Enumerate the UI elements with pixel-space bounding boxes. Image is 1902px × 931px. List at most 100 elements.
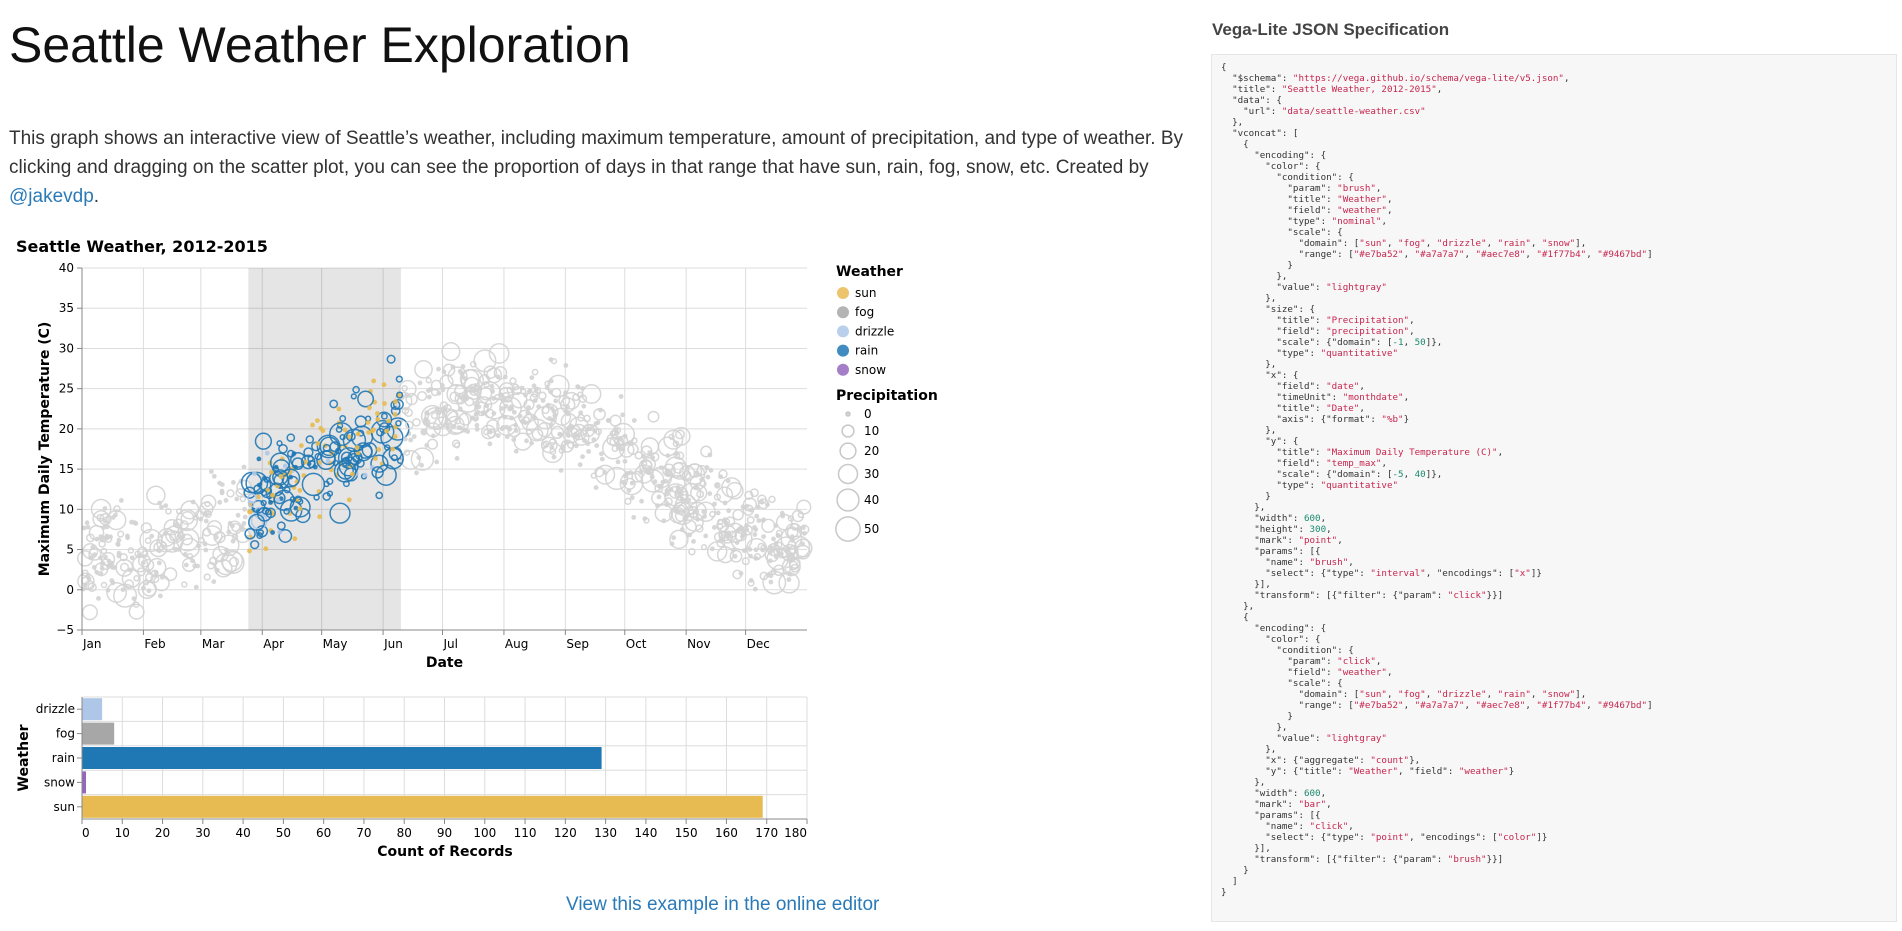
scatter-point bbox=[140, 550, 149, 558]
scatter-point bbox=[714, 482, 721, 489]
scatter-point bbox=[593, 485, 599, 490]
scatter-point bbox=[493, 365, 508, 380]
scatter-point bbox=[186, 553, 194, 560]
spec-code: { "$schema": "https://vega.github.io/sch… bbox=[1221, 62, 1653, 898]
scatter-point bbox=[775, 533, 781, 538]
scatter-point bbox=[674, 507, 679, 513]
scatter-point bbox=[463, 389, 469, 395]
scatter-point bbox=[756, 494, 767, 505]
scatter-point bbox=[137, 546, 148, 558]
scatter-point bbox=[708, 467, 714, 473]
scatter-point bbox=[245, 471, 269, 495]
scatter-point bbox=[342, 427, 348, 433]
scatter-point bbox=[115, 542, 121, 547]
scatter-point bbox=[631, 418, 637, 423]
scatter-point bbox=[163, 503, 169, 509]
bar-x-tick-label: 180 bbox=[784, 826, 807, 840]
bar-x-tick-label: 100 bbox=[473, 826, 496, 840]
scatter-point bbox=[159, 504, 164, 510]
scatter-point bbox=[715, 510, 721, 516]
bar-category-label: sun bbox=[54, 800, 75, 814]
spec-panel[interactable]: { "$schema": "https://vega.github.io/sch… bbox=[1211, 54, 1897, 922]
scatter-point bbox=[445, 415, 465, 436]
scatter-point bbox=[430, 411, 439, 420]
scatter-point bbox=[439, 401, 449, 410]
scatter-point bbox=[269, 469, 274, 475]
scatter-point bbox=[544, 385, 550, 391]
scatter-point bbox=[227, 520, 233, 526]
scatter-point bbox=[276, 521, 286, 531]
scatter-point bbox=[338, 456, 359, 477]
scatter-point bbox=[239, 495, 247, 503]
scatter-point bbox=[150, 574, 160, 584]
scatter-point bbox=[502, 374, 508, 380]
scatter-point bbox=[691, 539, 696, 544]
scatter-point bbox=[405, 420, 414, 430]
bar-rain bbox=[82, 747, 602, 769]
scatter-point bbox=[784, 566, 792, 573]
scatter-point bbox=[669, 529, 689, 550]
scatter-point bbox=[81, 525, 87, 531]
scatter-point bbox=[451, 423, 457, 429]
scatter-point bbox=[661, 518, 667, 524]
scatter-point bbox=[395, 375, 403, 383]
size-legend-label: 40 bbox=[864, 493, 879, 507]
scatter-point bbox=[687, 463, 703, 478]
bar-x-tick-label: 10 bbox=[115, 826, 130, 840]
scatter-point bbox=[602, 436, 625, 460]
scatter-point bbox=[746, 515, 755, 524]
scatter-point bbox=[240, 527, 246, 532]
scatter-point bbox=[787, 515, 795, 522]
scatter-point bbox=[165, 525, 184, 544]
bar-x-tick-label: 110 bbox=[514, 826, 537, 840]
scatter-point bbox=[742, 497, 758, 512]
scatter-point bbox=[436, 366, 441, 372]
scatter-point bbox=[776, 541, 783, 548]
scatter-point bbox=[718, 531, 727, 540]
bar-fog bbox=[82, 722, 115, 745]
scatter-point bbox=[752, 586, 758, 592]
scatter-point bbox=[499, 406, 505, 411]
scatter-point bbox=[299, 443, 304, 448]
scatter-point bbox=[232, 533, 239, 541]
scatter-point bbox=[700, 445, 713, 458]
bar-category-label: rain bbox=[52, 751, 75, 765]
scatter-point bbox=[702, 514, 707, 519]
scatter-point bbox=[357, 390, 375, 408]
scatter-point bbox=[520, 388, 527, 395]
author-link[interactable]: @jakevdp bbox=[9, 186, 94, 207]
scatter-point bbox=[663, 429, 684, 450]
online-editor-link[interactable]: View this example in the online editor bbox=[566, 894, 880, 915]
scatter-point bbox=[426, 394, 432, 400]
scatter-point bbox=[717, 522, 724, 530]
scatter-point bbox=[788, 560, 799, 571]
scatter-point bbox=[120, 587, 126, 592]
scatter-point bbox=[382, 401, 387, 406]
scatter-point bbox=[716, 546, 734, 564]
scatter-point bbox=[133, 575, 140, 582]
scatter-point bbox=[725, 481, 744, 500]
scatter-point bbox=[766, 572, 772, 578]
scatter-point bbox=[675, 451, 685, 460]
scatter-point bbox=[558, 468, 564, 473]
scatter-point bbox=[657, 436, 678, 457]
scatter-point bbox=[688, 547, 696, 556]
scatter-point bbox=[487, 441, 493, 447]
scatter-point bbox=[458, 412, 472, 426]
x-axis-title: Date bbox=[426, 655, 463, 671]
scatter-point bbox=[252, 471, 257, 476]
scatter-point bbox=[580, 454, 585, 460]
legend-label-fog: fog bbox=[855, 305, 874, 319]
scatter-point bbox=[241, 521, 247, 526]
scatter-point bbox=[81, 604, 98, 621]
scatter-point bbox=[297, 506, 303, 512]
vega-chart[interactable]: Seattle Weather, 2012-2015 −5 0 5 10 15 20 25 30… bbox=[0, 0, 1200, 880]
scatter-point bbox=[695, 501, 716, 523]
scatter-point bbox=[622, 458, 628, 464]
scatter-point bbox=[395, 420, 402, 427]
scatter-point bbox=[260, 499, 267, 507]
scatter-point bbox=[577, 413, 586, 422]
scatter-point bbox=[211, 473, 217, 479]
size-legend-symbol bbox=[836, 488, 860, 512]
scatter-point bbox=[119, 562, 130, 572]
